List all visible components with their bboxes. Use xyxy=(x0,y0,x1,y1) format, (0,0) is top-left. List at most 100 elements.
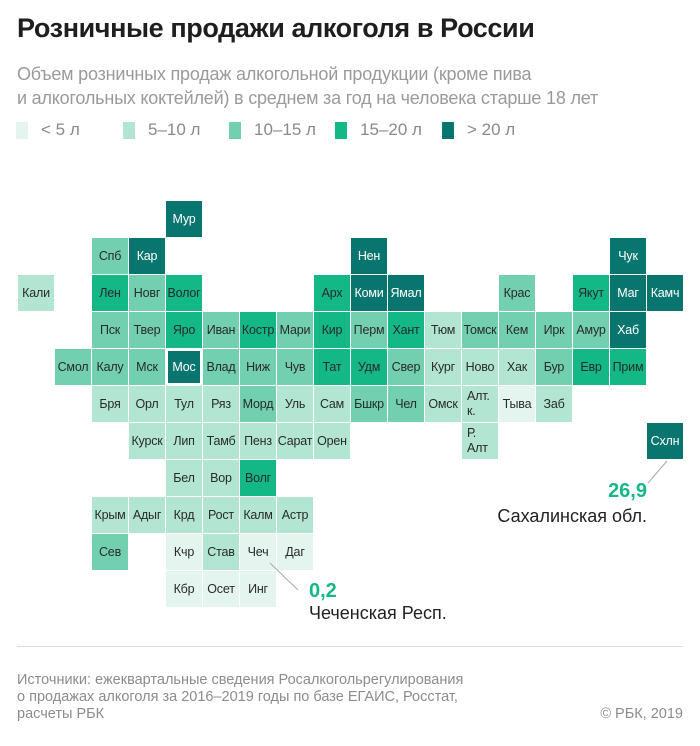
annotation-label-chechnya: Чеченская Респ. xyxy=(309,603,447,623)
legend-item-5-10: 5–10 л xyxy=(123,120,200,140)
leader-line-chechnya xyxy=(269,562,299,591)
region-tile: Тамб xyxy=(203,423,239,459)
region-tile: Крым xyxy=(92,497,128,533)
region-tile: Алт. к. xyxy=(462,386,498,422)
region-tile: Чук xyxy=(610,238,646,274)
region-tile: Калм xyxy=(240,497,276,533)
region-tile: Морд xyxy=(240,386,276,422)
leader-line-sakhalin xyxy=(647,460,668,484)
region-tile: Хант xyxy=(388,312,424,348)
region-tile: Смол xyxy=(55,349,91,385)
region-tile: Уль xyxy=(277,386,313,422)
region-tile: Мос xyxy=(166,349,202,385)
region-tile: Ново xyxy=(462,349,498,385)
region-tile: Адыг xyxy=(129,497,165,533)
region-tile: Вор xyxy=(203,460,239,496)
region-tile: Иван xyxy=(203,312,239,348)
leader-lines xyxy=(269,460,668,591)
footer-divider xyxy=(17,646,683,647)
annotation-value-chechnya: 0,2 xyxy=(309,580,337,602)
region-tile: Мари xyxy=(277,312,313,348)
region-tile: Схлн xyxy=(647,423,683,459)
region-tile: Ниж xyxy=(240,349,276,385)
region-tile: Чел xyxy=(388,386,424,422)
annotation-label-sakhalin: Сахалинская обл. xyxy=(497,506,647,526)
footer-sources: Источники: ежеквартальные сведения Росал… xyxy=(17,672,463,723)
region-tile: Став xyxy=(203,534,239,570)
region-tile: Арх xyxy=(314,275,350,311)
region-tile: Кчр xyxy=(166,534,202,570)
legend-swatch xyxy=(229,121,241,139)
region-tile: Астр xyxy=(277,497,313,533)
legend-label: 10–15 л xyxy=(254,120,316,139)
region-tile: Волг xyxy=(240,460,276,496)
region-tile: Бшкр xyxy=(351,386,387,422)
region-tile: Заб xyxy=(536,386,572,422)
region-tile: Прим xyxy=(610,349,646,385)
region-tile: Омск xyxy=(425,386,461,422)
chart-subtitle: Объем розничных продаж алкогольной проду… xyxy=(17,62,598,110)
legend-item-10-15: 10–15 л xyxy=(229,120,316,140)
region-tile: Кар xyxy=(129,238,165,274)
region-tile: Р. Алт xyxy=(462,423,498,459)
region-tile: Кбр xyxy=(166,571,202,607)
legend-label: < 5 л xyxy=(41,120,80,139)
legend-swatch xyxy=(442,121,454,139)
region-tile: Сарат xyxy=(277,423,313,459)
source-line-2: о продажах алкоголя за 2016–2019 годы по… xyxy=(17,689,458,705)
region-tile: Курск xyxy=(129,423,165,459)
region-tile: Чеч xyxy=(240,534,276,570)
region-tile: Лен xyxy=(92,275,128,311)
chart-title: Розничные продажи алкоголя в России xyxy=(17,13,535,43)
legend-item-gt20: > 20 л xyxy=(442,120,515,140)
legend-item-15-20: 15–20 л xyxy=(335,120,422,140)
region-tile: Кали xyxy=(18,275,54,311)
legend-label: 15–20 л xyxy=(360,120,422,139)
region-tile: Инг xyxy=(240,571,276,607)
subtitle-line-2: и алкогольных коктейлей) в среднем за го… xyxy=(17,88,599,108)
legend-item-lt5: < 5 л xyxy=(16,120,80,140)
region-tile: Рост xyxy=(203,497,239,533)
legend-label: 5–10 л xyxy=(148,120,201,139)
region-tile: Тул xyxy=(166,386,202,422)
region-tile: Хак xyxy=(499,349,535,385)
legend-swatch xyxy=(16,121,28,139)
region-tile: Волог xyxy=(166,275,202,311)
region-tile: Кем xyxy=(499,312,535,348)
region-tile: Амур xyxy=(573,312,609,348)
region-tile: Орл xyxy=(129,386,165,422)
region-tile: Тюм xyxy=(425,312,461,348)
region-tile: Нен xyxy=(351,238,387,274)
region-tile: Мск xyxy=(129,349,165,385)
region-tile: Яро xyxy=(166,312,202,348)
region-tile: Крас xyxy=(499,275,535,311)
region-tile: Мур xyxy=(166,201,202,237)
region-tile: Тат xyxy=(314,349,350,385)
region-tile: Чув xyxy=(277,349,313,385)
region-tile: Осет xyxy=(203,571,239,607)
region-tile: Кир xyxy=(314,312,350,348)
region-tile: Орен xyxy=(314,423,350,459)
region-tile: Кург xyxy=(425,349,461,385)
region-tile: Крд xyxy=(166,497,202,533)
legend-swatch xyxy=(123,121,135,139)
region-tile: Пенз xyxy=(240,423,276,459)
region-tile: Новг xyxy=(129,275,165,311)
region-tile: Коми xyxy=(351,275,387,311)
region-tile: Ирк xyxy=(536,312,572,348)
region-tile: Маг xyxy=(610,275,646,311)
region-tile: Хаб xyxy=(610,312,646,348)
region-tile: Влад xyxy=(203,349,239,385)
legend-swatch xyxy=(335,121,347,139)
region-tile: Сев xyxy=(92,534,128,570)
region-tile: Тыва xyxy=(499,386,535,422)
tile-map: Мур Спб Кар Нен Чук Кали Лен Новг Волог Арх Коми Ям… xyxy=(18,201,683,607)
legend-label: > 20 л xyxy=(467,120,516,139)
region-tile: Бел xyxy=(166,460,202,496)
region-tile: Ямал xyxy=(388,275,424,311)
annotation-value-sakhalin: 26,9 xyxy=(608,480,647,502)
region-tile: Евр xyxy=(573,349,609,385)
region-tile: Бря xyxy=(92,386,128,422)
source-line-1: Источники: ежеквартальные сведения Росал… xyxy=(17,672,464,688)
region-tile: Пск xyxy=(92,312,128,348)
